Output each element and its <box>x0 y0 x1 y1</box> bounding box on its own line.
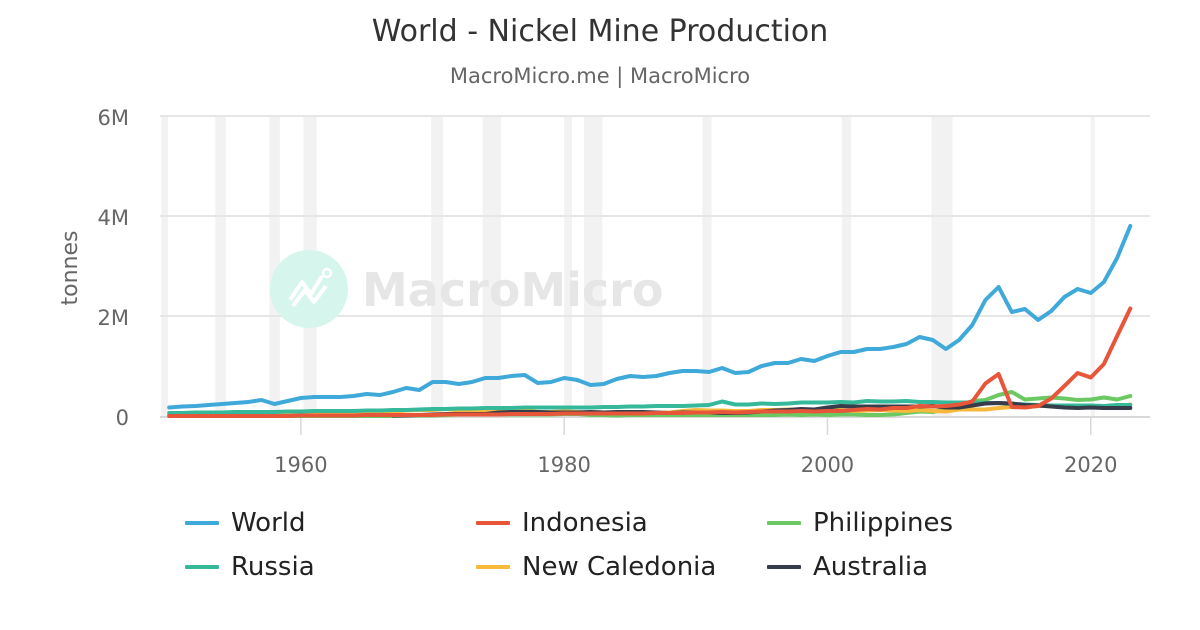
legend-label: Indonesia <box>522 508 648 538</box>
y-tick-label: 2M <box>98 306 129 330</box>
legend-item-world[interactable]: World <box>185 508 306 538</box>
x-tick-label: 1980 <box>537 453 590 477</box>
recession-bands <box>161 116 1095 416</box>
recession-band <box>702 116 712 416</box>
watermark-text: MacroMicro <box>362 263 663 317</box>
legend-item-new-caledonia[interactable]: New Caledonia <box>476 552 716 582</box>
legend-item-indonesia[interactable]: Indonesia <box>476 508 648 538</box>
recession-band <box>583 116 603 416</box>
recession-band <box>931 116 953 416</box>
recession-band <box>215 116 226 416</box>
y-tick-label: 4M <box>98 206 129 230</box>
legend-label: Australia <box>813 552 929 582</box>
legend-swatch-icon <box>185 565 219 569</box>
legend-item-russia[interactable]: Russia <box>185 552 315 582</box>
chart-subtitle: MacroMicro.me | MacroMicro <box>449 64 751 88</box>
legend-swatch-icon <box>185 521 219 525</box>
recession-band <box>161 116 168 416</box>
y-axis-label: tonnes <box>58 231 83 306</box>
recession-band <box>431 116 444 416</box>
legend-item-philippines[interactable]: Philippines <box>767 508 953 538</box>
chart-plot[interactable]: MacroMicro 0 2M 4M 6M 1960 1980 2000 2020 tonne… <box>0 0 1200 500</box>
legend-swatch-icon <box>476 565 510 569</box>
y-tick-label: 6M <box>98 106 129 130</box>
legend-item-australia[interactable]: Australia <box>767 552 928 582</box>
legend-swatch-icon <box>767 565 801 569</box>
recession-band <box>1090 116 1095 416</box>
recession-band <box>564 116 573 416</box>
legend-label: Philippines <box>813 508 954 538</box>
legend-label: World <box>231 508 306 538</box>
series-line-world[interactable] <box>167 224 1133 410</box>
series-line-indonesia[interactable] <box>167 306 1133 418</box>
y-tick-label: 0 <box>116 406 129 430</box>
legend-label: New Caledonia <box>522 552 717 582</box>
x-tick-label: 2020 <box>1064 453 1117 477</box>
legend-swatch-icon <box>767 521 801 525</box>
legend-label: Russia <box>231 552 315 582</box>
x-tick-label: 2000 <box>801 453 854 477</box>
watermark: MacroMicro <box>270 250 663 328</box>
chart-title: World - Nickel Mine Production <box>371 14 829 49</box>
legend-swatch-icon <box>476 521 510 525</box>
recession-band <box>269 116 280 416</box>
series-lines[interactable] <box>167 224 1133 418</box>
x-tick-label: 1960 <box>274 453 327 477</box>
recession-band <box>482 116 501 416</box>
recession-band <box>841 116 852 416</box>
